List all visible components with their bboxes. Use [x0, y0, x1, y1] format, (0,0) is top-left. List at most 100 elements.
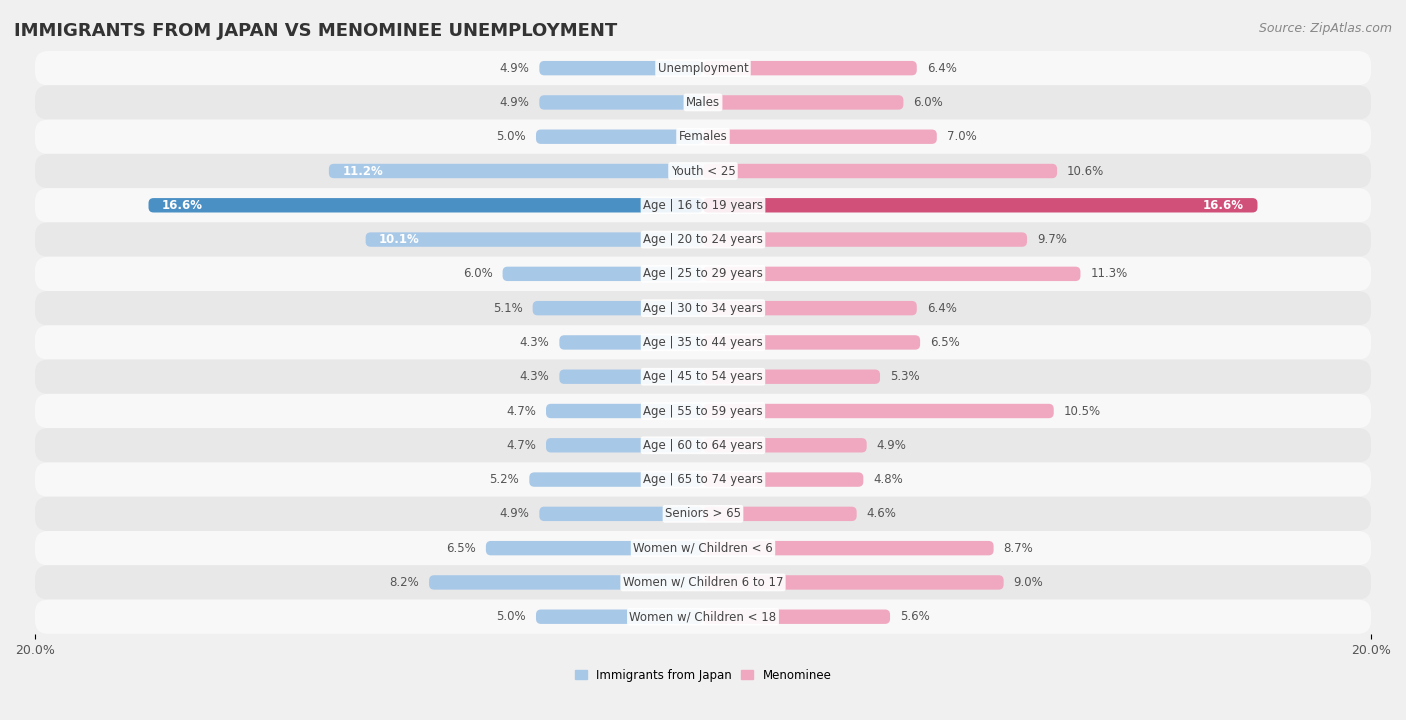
Text: 4.3%: 4.3% — [520, 336, 550, 349]
Text: Youth < 25: Youth < 25 — [671, 164, 735, 178]
Text: 9.7%: 9.7% — [1038, 233, 1067, 246]
FancyBboxPatch shape — [529, 472, 703, 487]
Text: Age | 55 to 59 years: Age | 55 to 59 years — [643, 405, 763, 418]
Text: Age | 65 to 74 years: Age | 65 to 74 years — [643, 473, 763, 486]
FancyBboxPatch shape — [703, 438, 866, 452]
FancyBboxPatch shape — [540, 507, 703, 521]
Text: 4.8%: 4.8% — [873, 473, 903, 486]
FancyBboxPatch shape — [35, 120, 1371, 154]
Text: 4.9%: 4.9% — [499, 508, 529, 521]
Text: 6.4%: 6.4% — [927, 302, 956, 315]
FancyBboxPatch shape — [35, 497, 1371, 531]
FancyBboxPatch shape — [703, 266, 1080, 281]
FancyBboxPatch shape — [35, 531, 1371, 565]
Text: 4.6%: 4.6% — [866, 508, 897, 521]
FancyBboxPatch shape — [35, 291, 1371, 325]
Text: Age | 45 to 54 years: Age | 45 to 54 years — [643, 370, 763, 383]
Text: Age | 30 to 34 years: Age | 30 to 34 years — [643, 302, 763, 315]
Text: 6.4%: 6.4% — [927, 62, 956, 75]
FancyBboxPatch shape — [35, 359, 1371, 394]
Text: 5.6%: 5.6% — [900, 611, 929, 624]
Text: Females: Females — [679, 130, 727, 143]
FancyBboxPatch shape — [35, 51, 1371, 85]
FancyBboxPatch shape — [35, 257, 1371, 291]
Text: Women w/ Children < 18: Women w/ Children < 18 — [630, 611, 776, 624]
Text: Age | 60 to 64 years: Age | 60 to 64 years — [643, 438, 763, 451]
FancyBboxPatch shape — [703, 369, 880, 384]
FancyBboxPatch shape — [329, 164, 703, 179]
Text: Age | 25 to 29 years: Age | 25 to 29 years — [643, 267, 763, 280]
FancyBboxPatch shape — [35, 600, 1371, 634]
FancyBboxPatch shape — [35, 85, 1371, 120]
Text: Age | 35 to 44 years: Age | 35 to 44 years — [643, 336, 763, 349]
Text: Seniors > 65: Seniors > 65 — [665, 508, 741, 521]
FancyBboxPatch shape — [703, 541, 994, 555]
Text: 5.1%: 5.1% — [494, 302, 523, 315]
FancyBboxPatch shape — [703, 507, 856, 521]
FancyBboxPatch shape — [502, 266, 703, 281]
FancyBboxPatch shape — [703, 404, 1053, 418]
FancyBboxPatch shape — [703, 61, 917, 76]
FancyBboxPatch shape — [560, 369, 703, 384]
FancyBboxPatch shape — [546, 404, 703, 418]
Text: 4.3%: 4.3% — [520, 370, 550, 383]
Text: 6.5%: 6.5% — [931, 336, 960, 349]
Text: 4.7%: 4.7% — [506, 405, 536, 418]
FancyBboxPatch shape — [703, 233, 1026, 247]
FancyBboxPatch shape — [703, 198, 1257, 212]
Text: Source: ZipAtlas.com: Source: ZipAtlas.com — [1258, 22, 1392, 35]
FancyBboxPatch shape — [486, 541, 703, 555]
Text: 6.0%: 6.0% — [914, 96, 943, 109]
FancyBboxPatch shape — [703, 472, 863, 487]
Text: 10.1%: 10.1% — [380, 233, 420, 246]
Text: 11.3%: 11.3% — [1091, 267, 1128, 280]
Text: 11.2%: 11.2% — [342, 164, 382, 178]
Text: 8.7%: 8.7% — [1004, 541, 1033, 554]
FancyBboxPatch shape — [35, 154, 1371, 188]
Text: 10.6%: 10.6% — [1067, 164, 1104, 178]
Text: Women w/ Children < 6: Women w/ Children < 6 — [633, 541, 773, 554]
Text: 4.7%: 4.7% — [506, 438, 536, 451]
FancyBboxPatch shape — [703, 164, 1057, 179]
Text: Unemployment: Unemployment — [658, 62, 748, 75]
Legend: Immigrants from Japan, Menominee: Immigrants from Japan, Menominee — [569, 664, 837, 686]
FancyBboxPatch shape — [560, 336, 703, 350]
FancyBboxPatch shape — [540, 61, 703, 76]
Text: IMMIGRANTS FROM JAPAN VS MENOMINEE UNEMPLOYMENT: IMMIGRANTS FROM JAPAN VS MENOMINEE UNEMP… — [14, 22, 617, 40]
Text: 4.9%: 4.9% — [499, 96, 529, 109]
FancyBboxPatch shape — [703, 575, 1004, 590]
Text: 4.9%: 4.9% — [499, 62, 529, 75]
FancyBboxPatch shape — [536, 130, 703, 144]
FancyBboxPatch shape — [35, 188, 1371, 222]
FancyBboxPatch shape — [149, 198, 703, 212]
FancyBboxPatch shape — [546, 438, 703, 452]
FancyBboxPatch shape — [429, 575, 703, 590]
FancyBboxPatch shape — [533, 301, 703, 315]
Text: Women w/ Children 6 to 17: Women w/ Children 6 to 17 — [623, 576, 783, 589]
FancyBboxPatch shape — [35, 565, 1371, 600]
Text: 5.0%: 5.0% — [496, 611, 526, 624]
FancyBboxPatch shape — [35, 462, 1371, 497]
Text: 16.6%: 16.6% — [162, 199, 202, 212]
FancyBboxPatch shape — [703, 301, 917, 315]
FancyBboxPatch shape — [35, 325, 1371, 359]
Text: Age | 16 to 19 years: Age | 16 to 19 years — [643, 199, 763, 212]
Text: Males: Males — [686, 96, 720, 109]
Text: Age | 20 to 24 years: Age | 20 to 24 years — [643, 233, 763, 246]
Text: 5.2%: 5.2% — [489, 473, 519, 486]
FancyBboxPatch shape — [703, 610, 890, 624]
FancyBboxPatch shape — [703, 130, 936, 144]
Text: 7.0%: 7.0% — [946, 130, 977, 143]
Text: 6.0%: 6.0% — [463, 267, 492, 280]
FancyBboxPatch shape — [536, 610, 703, 624]
Text: 10.5%: 10.5% — [1064, 405, 1101, 418]
Text: 16.6%: 16.6% — [1204, 199, 1244, 212]
FancyBboxPatch shape — [703, 95, 904, 109]
FancyBboxPatch shape — [35, 428, 1371, 462]
Text: 4.9%: 4.9% — [877, 438, 907, 451]
FancyBboxPatch shape — [35, 222, 1371, 257]
Text: 8.2%: 8.2% — [389, 576, 419, 589]
FancyBboxPatch shape — [540, 95, 703, 109]
Text: 5.0%: 5.0% — [496, 130, 526, 143]
FancyBboxPatch shape — [703, 336, 920, 350]
